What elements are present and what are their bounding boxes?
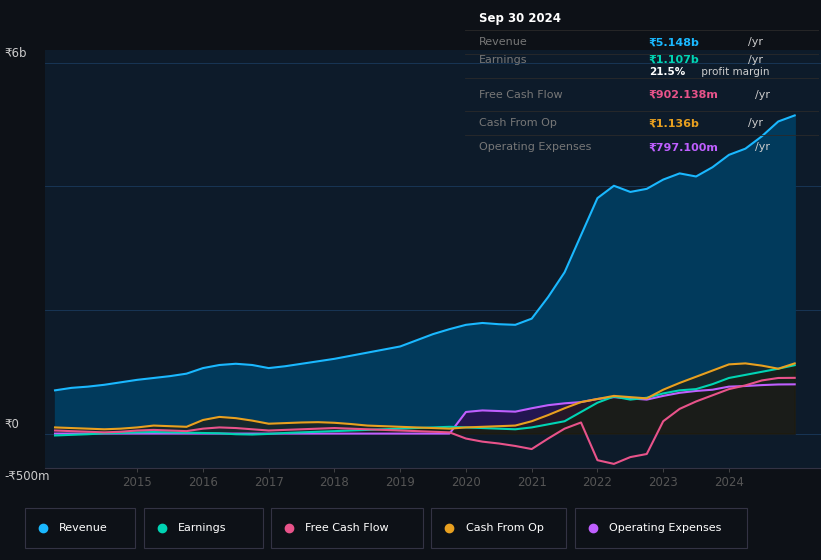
Text: ₹1.107b: ₹1.107b: [649, 55, 699, 65]
Text: /yr: /yr: [748, 118, 763, 128]
Text: Cash From Op: Cash From Op: [479, 118, 557, 128]
Text: Revenue: Revenue: [479, 38, 528, 47]
Text: Earnings: Earnings: [479, 55, 527, 65]
Text: Free Cash Flow: Free Cash Flow: [305, 523, 389, 533]
Text: /yr: /yr: [748, 55, 763, 65]
Text: Revenue: Revenue: [59, 523, 108, 533]
Text: -₹500m: -₹500m: [4, 470, 49, 483]
Text: Operating Expenses: Operating Expenses: [479, 142, 591, 152]
Text: ₹1.136b: ₹1.136b: [649, 118, 699, 128]
Text: 21.5%: 21.5%: [649, 67, 685, 77]
Text: ₹797.100m: ₹797.100m: [649, 142, 718, 152]
Text: ₹5.148b: ₹5.148b: [649, 38, 699, 47]
Text: Sep 30 2024: Sep 30 2024: [479, 12, 561, 25]
Text: Operating Expenses: Operating Expenses: [609, 523, 722, 533]
Text: ₹902.138m: ₹902.138m: [649, 90, 718, 100]
Text: ₹6b: ₹6b: [4, 47, 26, 60]
Text: /yr: /yr: [754, 90, 770, 100]
Text: Cash From Op: Cash From Op: [466, 523, 544, 533]
Text: profit margin: profit margin: [698, 67, 770, 77]
Text: /yr: /yr: [748, 38, 763, 47]
Text: ₹0: ₹0: [4, 418, 19, 431]
Text: Earnings: Earnings: [178, 523, 227, 533]
Text: Free Cash Flow: Free Cash Flow: [479, 90, 562, 100]
Text: /yr: /yr: [754, 142, 770, 152]
